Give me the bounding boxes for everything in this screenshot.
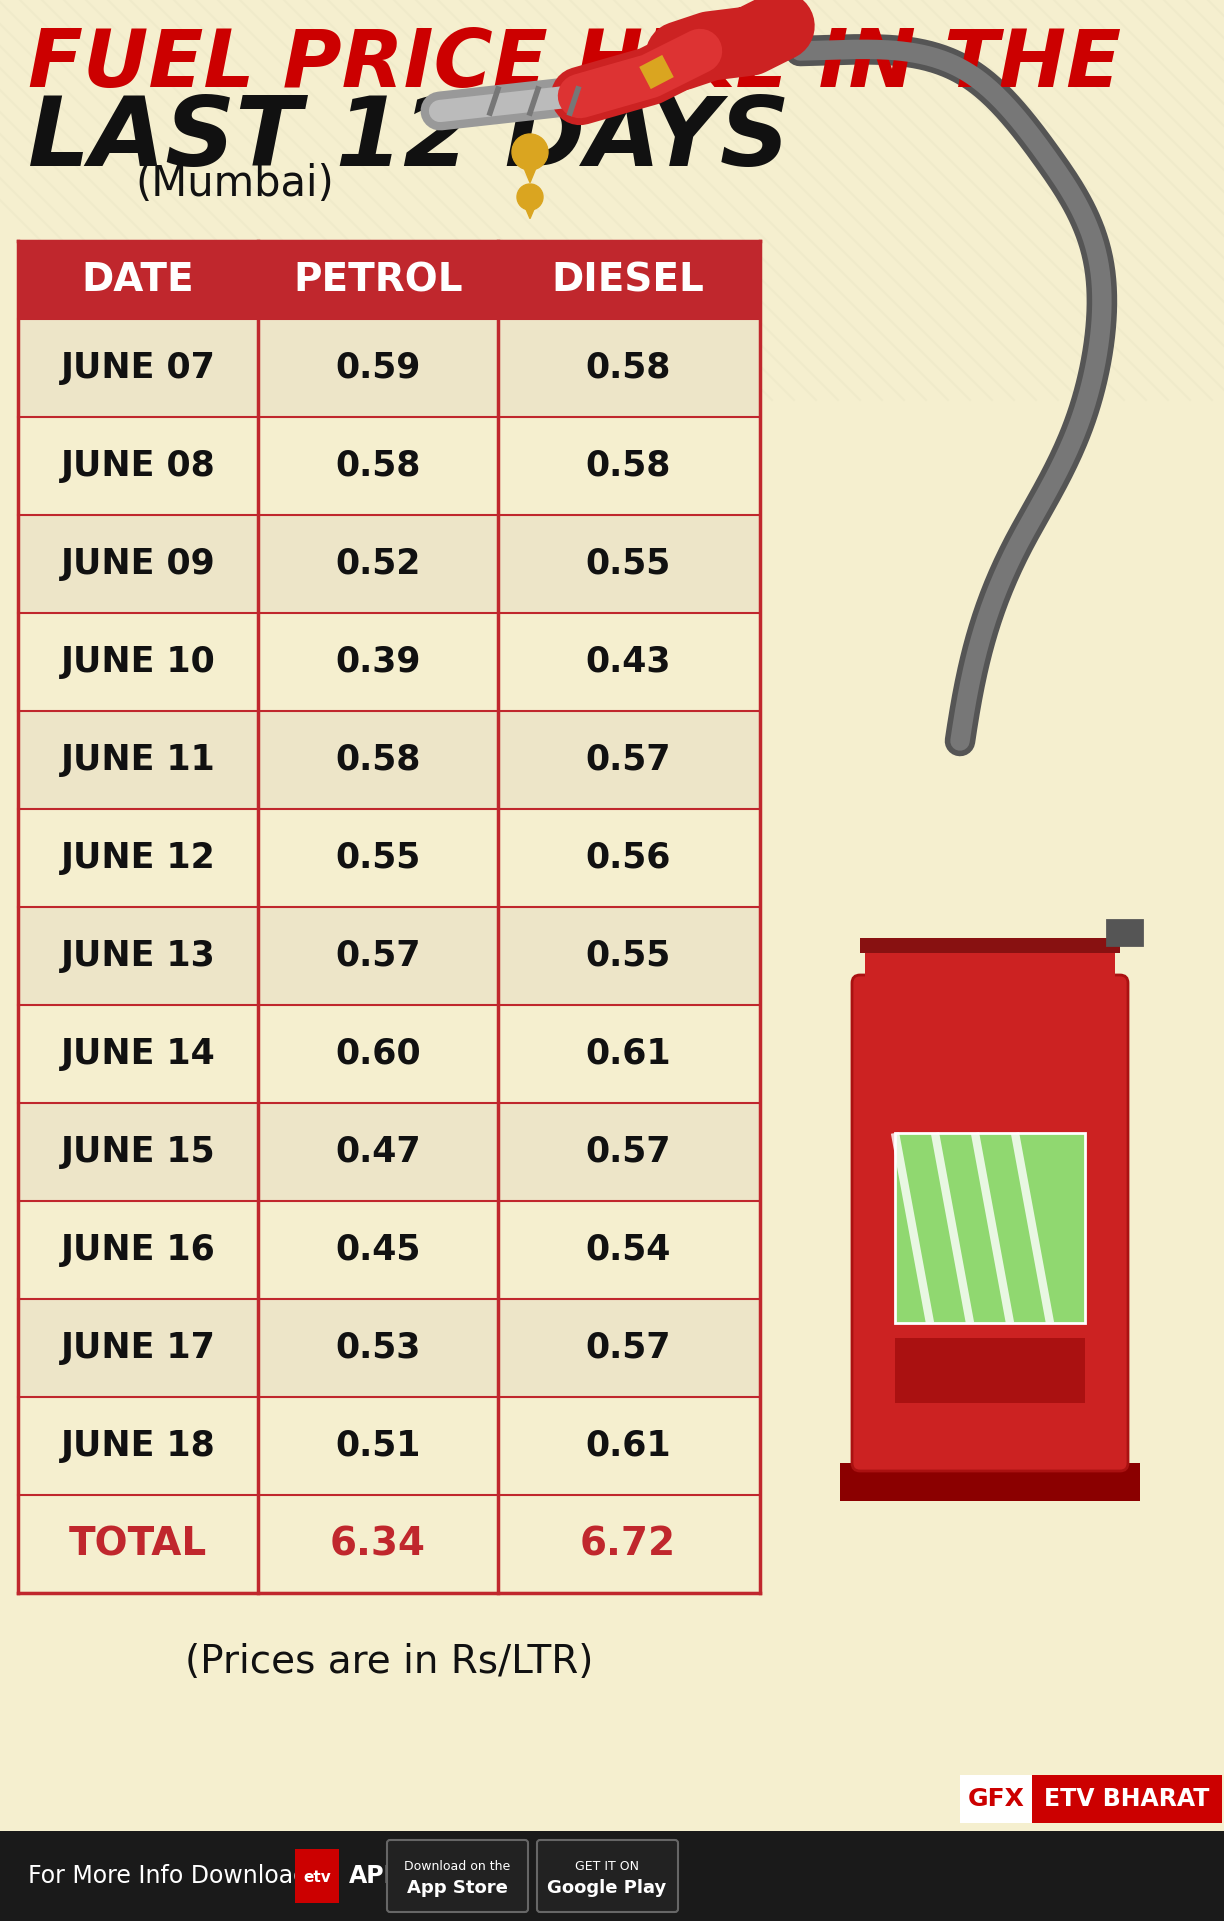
Text: 0.53: 0.53 xyxy=(335,1331,421,1366)
Text: 0.57: 0.57 xyxy=(585,1331,671,1366)
Text: TOTAL: TOTAL xyxy=(69,1525,207,1564)
Bar xyxy=(860,937,1120,953)
Bar xyxy=(18,417,760,515)
Text: 0.47: 0.47 xyxy=(335,1135,421,1170)
Text: 0.60: 0.60 xyxy=(335,1037,421,1072)
Text: 6.34: 6.34 xyxy=(330,1525,426,1564)
Text: 0.56: 0.56 xyxy=(585,841,671,874)
Bar xyxy=(18,1397,760,1495)
Bar xyxy=(18,1299,760,1397)
Text: 0.43: 0.43 xyxy=(585,645,671,678)
Text: App Store: App Store xyxy=(406,1879,508,1898)
Text: Google Play: Google Play xyxy=(547,1879,667,1898)
Bar xyxy=(18,1005,760,1103)
Text: GET IT ON: GET IT ON xyxy=(575,1860,639,1873)
Text: 0.61: 0.61 xyxy=(585,1037,671,1072)
Text: APP: APP xyxy=(349,1863,401,1888)
Bar xyxy=(18,613,760,711)
Text: JUNE 15: JUNE 15 xyxy=(61,1135,215,1170)
Text: 0.58: 0.58 xyxy=(585,352,671,384)
Text: 0.61: 0.61 xyxy=(585,1429,671,1464)
FancyBboxPatch shape xyxy=(865,937,1115,1009)
Text: LAST 12 DAYS: LAST 12 DAYS xyxy=(28,92,789,186)
Text: ETV BHARAT: ETV BHARAT xyxy=(1044,1787,1209,1812)
Text: JUNE 07: JUNE 07 xyxy=(60,352,215,384)
Bar xyxy=(18,907,760,1005)
Text: JUNE 11: JUNE 11 xyxy=(61,743,215,776)
Bar xyxy=(0,1831,1224,1921)
Text: 0.59: 0.59 xyxy=(335,352,421,384)
Bar xyxy=(1032,1775,1222,1823)
Text: 0.55: 0.55 xyxy=(585,547,671,580)
Circle shape xyxy=(512,134,548,169)
Text: 0.51: 0.51 xyxy=(335,1429,421,1464)
Text: JUNE 09: JUNE 09 xyxy=(61,547,215,580)
Text: JUNE 17: JUNE 17 xyxy=(60,1331,215,1366)
Bar xyxy=(18,1103,760,1201)
Text: 0.57: 0.57 xyxy=(335,939,421,974)
Text: etv: etv xyxy=(304,1869,330,1885)
Bar xyxy=(18,240,760,319)
Text: JUNE 18: JUNE 18 xyxy=(61,1429,215,1464)
Text: 0.45: 0.45 xyxy=(335,1233,421,1268)
Text: JUNE 14: JUNE 14 xyxy=(61,1037,215,1072)
Bar xyxy=(18,515,760,613)
Text: DATE: DATE xyxy=(82,261,195,300)
Text: (Mumbai): (Mumbai) xyxy=(135,163,334,206)
Text: JUNE 10: JUNE 10 xyxy=(61,645,215,678)
Bar xyxy=(18,809,760,907)
Polygon shape xyxy=(521,198,539,219)
Text: FUEL PRICE HIKE IN THE: FUEL PRICE HIKE IN THE xyxy=(28,27,1121,104)
Bar xyxy=(295,1850,339,1904)
Circle shape xyxy=(517,184,543,209)
Text: 0.58: 0.58 xyxy=(335,450,421,482)
Text: JUNE 12: JUNE 12 xyxy=(61,841,215,874)
Text: 0.54: 0.54 xyxy=(585,1233,671,1268)
FancyBboxPatch shape xyxy=(387,1840,528,1911)
Text: DIESEL: DIESEL xyxy=(552,261,705,300)
Bar xyxy=(18,1495,760,1593)
Text: For More Info Download: For More Info Download xyxy=(28,1863,308,1888)
Text: JUNE 16: JUNE 16 xyxy=(60,1233,215,1268)
FancyBboxPatch shape xyxy=(852,976,1129,1471)
Text: PETROL: PETROL xyxy=(294,261,463,300)
Text: GFX: GFX xyxy=(967,1787,1024,1812)
Text: 0.39: 0.39 xyxy=(335,645,421,678)
Text: 0.55: 0.55 xyxy=(335,841,421,874)
Text: 0.55: 0.55 xyxy=(585,939,671,974)
Text: JUNE 08: JUNE 08 xyxy=(61,450,215,482)
Bar xyxy=(18,711,760,809)
Bar xyxy=(18,1201,760,1299)
Text: 6.72: 6.72 xyxy=(580,1525,676,1564)
Bar xyxy=(840,1464,1140,1500)
Text: JUNE 13: JUNE 13 xyxy=(61,939,215,974)
Text: (Prices are in Rs/LTR): (Prices are in Rs/LTR) xyxy=(185,1642,594,1681)
Text: 0.57: 0.57 xyxy=(585,1135,671,1170)
Text: 0.57: 0.57 xyxy=(585,743,671,776)
Bar xyxy=(895,1339,1084,1402)
Bar xyxy=(895,1133,1084,1324)
Text: Download on the: Download on the xyxy=(404,1860,510,1873)
Polygon shape xyxy=(518,152,542,182)
Text: 0.52: 0.52 xyxy=(335,547,421,580)
Bar xyxy=(18,319,760,417)
Text: 0.58: 0.58 xyxy=(585,450,671,482)
Text: 0.58: 0.58 xyxy=(335,743,421,776)
Bar xyxy=(960,1775,1032,1823)
FancyBboxPatch shape xyxy=(537,1840,678,1911)
